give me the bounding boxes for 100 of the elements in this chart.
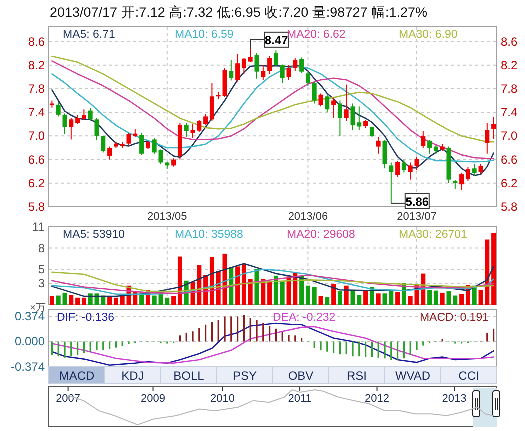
line-series — [52, 56, 494, 143]
candlestick — [306, 72, 310, 87]
y-tick-label: 8 — [38, 241, 46, 256]
text: MA30: 6.90 — [399, 29, 458, 41]
candlestick — [82, 109, 86, 121]
candlestick — [197, 120, 202, 133]
y2-tick-label: 6.6 — [501, 152, 518, 167]
y2-tick-label: 8.2 — [501, 58, 518, 72]
candlestick — [184, 122, 189, 138]
bar — [140, 295, 144, 305]
bar — [478, 290, 484, 305]
candlestick — [101, 136, 106, 154]
candlestick — [229, 60, 234, 82]
x-tick-label: 2007 — [56, 393, 81, 405]
bar — [338, 292, 342, 305]
candlestick — [140, 132, 144, 156]
bar — [274, 276, 278, 305]
bar — [492, 233, 496, 305]
text: MA5: 6.71 — [63, 29, 116, 41]
bar — [56, 296, 61, 305]
candlestick — [88, 108, 93, 122]
y2-tick-label: 8.6 — [501, 34, 518, 49]
series-label: DEA: -0.232 — [273, 312, 336, 324]
y2-tick-label: 7.4 — [501, 106, 518, 120]
bar — [280, 282, 285, 305]
candlestick — [344, 84, 349, 122]
bar — [485, 240, 490, 305]
candlestick — [126, 132, 132, 146]
candlestick — [293, 58, 298, 72]
x-tick-label: 2013 — [442, 393, 467, 405]
y-tick-label: 3 — [38, 276, 46, 291]
y-tick-label: 5.8 — [28, 200, 46, 214]
y-tick-label: 11 — [32, 220, 46, 234]
text: PSY — [232, 369, 258, 383]
text: MA10: 35988 — [175, 229, 244, 241]
candlestick — [204, 114, 208, 126]
bar — [114, 298, 118, 305]
x-tick-label: 2013/06 — [288, 211, 328, 223]
bar — [428, 290, 432, 305]
y-tick-label: -0.374 — [10, 360, 46, 374]
series-label: MACD: 0.191 — [420, 312, 489, 324]
candlestick — [332, 97, 336, 119]
bar — [440, 292, 445, 305]
candlestick — [338, 100, 342, 137]
text: MACD — [59, 369, 95, 383]
x-tick-label: 2009 — [141, 393, 166, 405]
candlestick — [242, 58, 246, 75]
y-tick-label: 8.2 — [28, 58, 46, 72]
y2-tick-label: 5.8 — [501, 200, 518, 214]
candlestick — [236, 54, 240, 82]
bar — [357, 295, 362, 305]
bar — [434, 290, 438, 305]
candlestick — [492, 116, 496, 140]
candlestick — [357, 106, 362, 131]
x-tick-label: 2013/07 — [397, 211, 437, 223]
line-series — [52, 263, 494, 298]
candlestick — [485, 122, 490, 154]
candlestick — [389, 162, 394, 204]
bar — [306, 286, 310, 305]
bar — [88, 294, 93, 305]
bar — [178, 256, 182, 305]
annotation: 8.47 — [264, 33, 289, 48]
candlestick — [376, 136, 381, 154]
y2-tick-label: 7.0 — [501, 129, 518, 144]
bar — [396, 292, 400, 305]
bar — [197, 265, 202, 305]
bar — [364, 290, 368, 305]
bar — [382, 294, 388, 305]
text: WVAD — [395, 369, 431, 383]
bar — [248, 279, 253, 305]
candlestick — [460, 172, 464, 191]
bar — [446, 292, 452, 305]
bar — [108, 296, 112, 305]
y2-tick-label: 6.2 — [501, 176, 518, 190]
candlestick — [300, 57, 304, 74]
text: MA30: 26701 — [399, 229, 468, 241]
candlestick — [472, 164, 477, 177]
y-tick-label: 8.6 — [28, 34, 46, 49]
y2-tick-label: 7.8 — [501, 82, 518, 96]
bar — [165, 298, 170, 305]
candlestick — [312, 81, 317, 104]
text: DIF: -0.136 — [57, 312, 115, 324]
candlestick — [210, 82, 214, 122]
candlestick — [108, 146, 112, 160]
bar — [332, 284, 336, 305]
candlestick — [466, 166, 470, 182]
y-tick-label: 0.000 — [14, 334, 46, 349]
candlestick — [421, 130, 426, 148]
candlestick — [350, 103, 356, 131]
candlestick — [56, 102, 61, 118]
bar — [460, 294, 464, 305]
bar — [82, 298, 86, 305]
bar — [376, 294, 381, 305]
text: BOLL — [174, 369, 205, 383]
x-tick-label: 2013/05 — [148, 211, 188, 223]
candlestick — [280, 64, 285, 84]
candlestick — [325, 94, 330, 114]
text: MA10: 6.59 — [175, 29, 234, 41]
candlestick — [428, 140, 432, 154]
bar — [236, 266, 240, 305]
